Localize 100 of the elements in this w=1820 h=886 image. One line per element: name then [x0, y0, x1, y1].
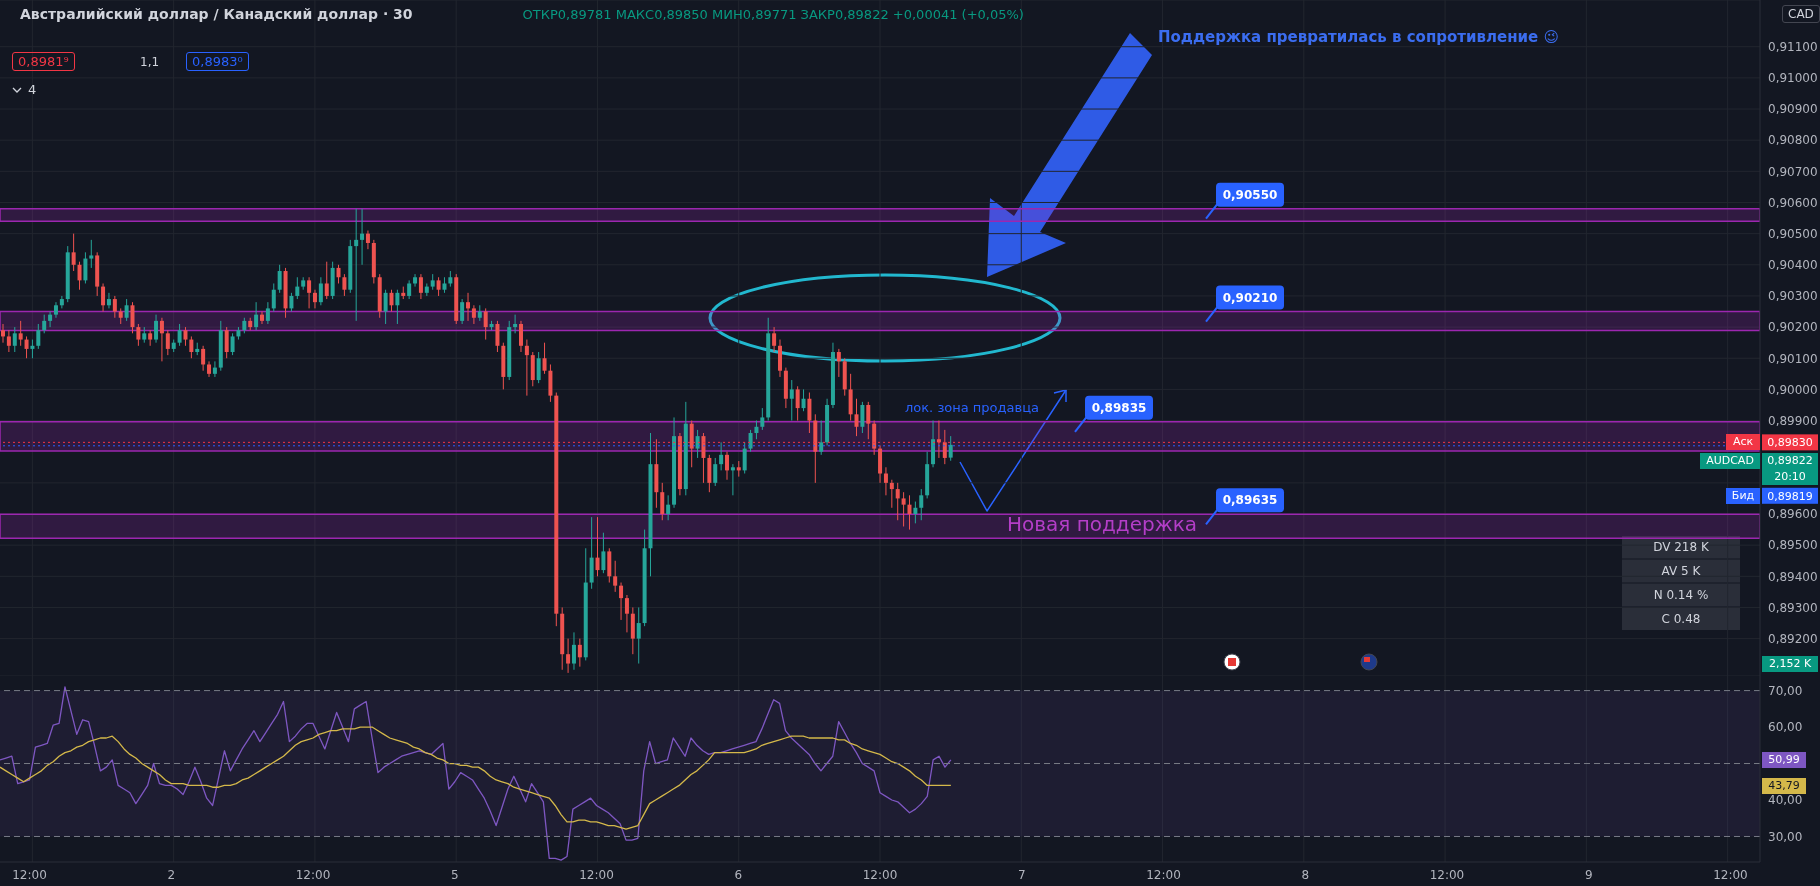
candlestick	[466, 292, 471, 322]
ref-line-label: 0,89830	[1767, 436, 1813, 450]
candlestick	[571, 631, 576, 671]
y-tick-label: 0,90400	[1768, 258, 1818, 273]
text: 43,79	[1762, 778, 1806, 794]
candlestick	[413, 273, 418, 288]
candlestick	[312, 289, 317, 309]
y-tick-label: 0,90900	[1768, 102, 1818, 117]
candlestick	[389, 289, 394, 313]
x-tick-label: 5	[450, 867, 459, 882]
line-series	[0, 726, 952, 830]
candlestick	[748, 429, 753, 453]
candlestick	[730, 463, 735, 496]
candlestick	[907, 494, 912, 531]
candlestick	[354, 208, 359, 322]
candlestick	[71, 233, 76, 272]
candlestick	[524, 339, 529, 397]
candlestick	[383, 289, 388, 325]
candlestick	[260, 311, 264, 325]
annotation: Поддержка превратилась в сопротивление 😉	[1158, 28, 1560, 46]
candlestick	[271, 282, 276, 313]
x-tick-label: 7	[1017, 867, 1026, 882]
candlestick	[577, 638, 582, 668]
candlestick	[819, 420, 824, 456]
candlestick	[913, 501, 918, 524]
candlestick	[495, 320, 500, 353]
candlestick	[89, 239, 94, 269]
candlestick	[324, 261, 329, 300]
x-tick-label: 12:00	[12, 867, 47, 882]
y-tick-label: 0,89200	[1768, 631, 1818, 646]
candlestick	[201, 345, 206, 372]
y-tick-label: 0,90100	[1768, 351, 1818, 366]
text: 0,89822	[1762, 453, 1818, 469]
candlestick	[36, 323, 41, 350]
y-tick-label: 0,90000	[1768, 382, 1818, 397]
candlestick	[566, 638, 571, 674]
text: Австралийский доллар / Канадский доллар · 30	[20, 6, 413, 22]
candlestick	[265, 301, 270, 325]
candlestick	[789, 379, 794, 422]
band-label: 0,90210	[1222, 290, 1278, 305]
candlestick	[542, 342, 547, 375]
candlestick	[112, 295, 117, 319]
candlestick	[130, 301, 135, 334]
candlestick	[854, 398, 859, 437]
candlestick	[59, 295, 64, 309]
candlestick	[77, 261, 82, 291]
y-tick-label: 40,00	[1768, 793, 1803, 808]
annotation: 0,8981⁹	[12, 52, 75, 71]
annotation: Бид	[1726, 488, 1760, 504]
candlestick	[365, 230, 370, 250]
candlestick	[12, 326, 17, 353]
x-tick-label: 12:00	[1713, 867, 1748, 882]
band-label: 0,89635	[1222, 493, 1278, 508]
candlestick	[695, 429, 700, 459]
y-tick-label: 0,90800	[1768, 133, 1818, 148]
candlestick	[183, 326, 188, 347]
candlestick	[860, 401, 865, 434]
candlestick	[883, 466, 888, 496]
candlestick	[165, 329, 170, 356]
candlestick	[42, 314, 47, 334]
y-tick-label: 0,90700	[1768, 164, 1818, 179]
candlestick	[701, 432, 706, 484]
candlestick	[289, 292, 294, 313]
candlestick	[866, 401, 871, 440]
candlestick	[224, 326, 229, 359]
candlestick	[254, 301, 259, 331]
candlestick	[942, 429, 947, 465]
candlestick	[48, 311, 53, 328]
annotation: DV 218 K	[1652, 539, 1710, 556]
candlestick	[624, 594, 629, 633]
y-tick-label: 0,90300	[1768, 289, 1818, 304]
y-tick-label: 0,89500	[1768, 538, 1818, 553]
candlestick	[318, 276, 323, 306]
y-tick-label: 60,00	[1768, 720, 1803, 735]
y-tick-label: 0,90500	[1768, 226, 1818, 241]
annotation: Аск	[1726, 434, 1760, 450]
text: 2,152 K	[1762, 656, 1818, 672]
y-tick-label: 0,89900	[1768, 413, 1818, 428]
candlestick	[360, 208, 365, 266]
y-tick-label: 30,00	[1768, 829, 1803, 844]
annotation: 4	[28, 82, 37, 97]
x-tick-label: 6	[734, 867, 743, 882]
candlestick	[106, 292, 111, 309]
candlestick	[601, 532, 606, 574]
candlestick	[719, 441, 724, 471]
candlestick	[24, 335, 29, 359]
y-tick-label: 0,90600	[1768, 195, 1818, 210]
candlestick	[307, 276, 312, 309]
annotation: 0,8983⁰	[186, 52, 249, 71]
candlestick	[1, 323, 5, 344]
candlestick	[807, 392, 812, 434]
candlestick	[483, 307, 488, 341]
text: CAD	[1782, 5, 1820, 23]
candlestick	[30, 339, 35, 359]
candlestick	[513, 314, 518, 334]
candlestick	[919, 488, 924, 521]
candlestick	[895, 482, 900, 521]
annotation: Новая поддержка	[1007, 512, 1198, 536]
candlestick	[418, 273, 423, 300]
candlestick	[836, 348, 841, 378]
